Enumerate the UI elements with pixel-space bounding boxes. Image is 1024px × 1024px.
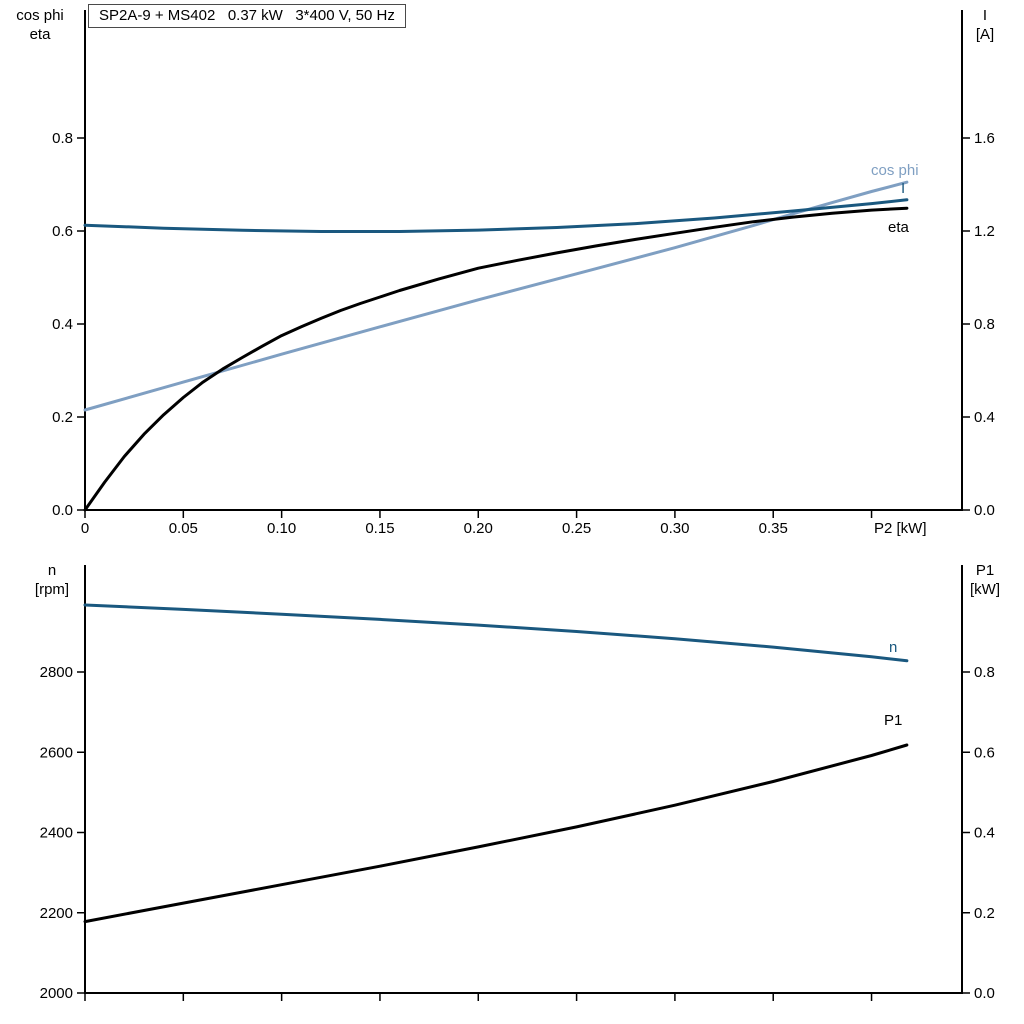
left-tick-label: 2800: [40, 664, 73, 681]
top-right-axis-label-line2: [A]: [975, 26, 995, 43]
x-tick-label: 0.10: [267, 520, 296, 537]
left-tick-label: 0.2: [52, 409, 73, 426]
curve-n: [83, 603, 909, 663]
bottom-right-axis-label-line2: [kW]: [970, 581, 1000, 598]
right-tick-label: 1.6: [974, 130, 995, 147]
curve-eta: [83, 206, 909, 512]
x-tick-label: 0.25: [562, 520, 591, 537]
left-tick-label: 2200: [40, 905, 73, 922]
left-tick-label: 2600: [40, 744, 73, 761]
right-tick-label: 0.0: [974, 502, 995, 519]
top-left-axis-label-line2: eta: [29, 26, 51, 43]
curve-i: [83, 198, 909, 233]
curve-p1: [83, 743, 909, 924]
p1-curve-label: P1: [884, 712, 903, 729]
top-left-axis-label: cos phi eta: [2, 6, 78, 44]
top-left-axis-label-line1: cos phi: [16, 7, 64, 24]
eta-curve-label: eta: [888, 219, 909, 236]
bottom-right-axis-label-line1: P1: [975, 562, 995, 579]
right-tick-label: 0.0: [974, 985, 995, 1002]
left-tick-label: 2000: [40, 985, 73, 1002]
x-tick-label: 0.30: [660, 520, 689, 537]
top-right-axis-label: I [A]: [954, 6, 1016, 44]
x-tick-label: 0.05: [169, 520, 198, 537]
bottom-right-axis-label: P1 [kW]: [954, 561, 1016, 599]
bottom-left-axis-label-line2: [rpm]: [34, 581, 70, 598]
left-tick-label: 0.0: [52, 502, 73, 519]
right-tick-label: 0.6: [974, 744, 995, 761]
top-right-axis-label-line1: I: [982, 7, 988, 24]
right-tick-label: 0.4: [974, 409, 995, 426]
x-tick-label: 0.15: [365, 520, 394, 537]
right-tick-label: 0.8: [974, 664, 995, 681]
right-tick-label: 0.4: [974, 825, 995, 842]
bottom-left-axis-label: n [rpm]: [14, 561, 90, 599]
x-axis-unit-label: P2 [kW]: [874, 520, 927, 537]
left-tick-label: 0.4: [52, 316, 73, 333]
x-tick-label: 0: [81, 520, 89, 537]
right-tick-label: 0.8: [974, 316, 995, 333]
chart-title-box: SP2A-9 + MS402 0.37 kW 3*400 V, 50 Hz: [88, 4, 406, 28]
left-tick-label: 0.8: [52, 130, 73, 147]
left-tick-label: 0.6: [52, 223, 73, 240]
cos-phi-curve-label: cos phi: [871, 162, 919, 179]
current-curve-label: I: [901, 180, 906, 197]
curve-cos-phi: [83, 180, 909, 412]
right-tick-label: 1.2: [974, 223, 995, 240]
right-tick-label: 0.2: [974, 905, 995, 922]
x-tick-label: 0.35: [759, 520, 788, 537]
speed-curve-label: n: [889, 639, 898, 656]
bottom-left-axis-label-line1: n: [47, 562, 57, 579]
left-tick-label: 2400: [40, 825, 73, 842]
x-tick-label: 0.20: [464, 520, 493, 537]
